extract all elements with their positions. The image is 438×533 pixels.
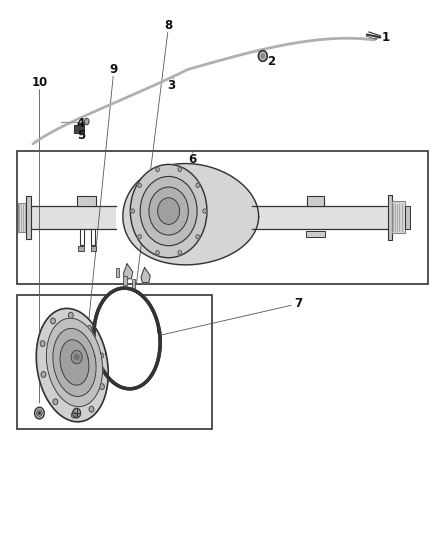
Ellipse shape (196, 183, 199, 188)
Polygon shape (124, 264, 133, 279)
Ellipse shape (156, 167, 159, 172)
Bar (17, 151, 428, 284)
Ellipse shape (68, 312, 73, 318)
Ellipse shape (131, 209, 134, 213)
Ellipse shape (87, 326, 92, 332)
Ellipse shape (178, 167, 181, 172)
Bar (392, 201, 405, 233)
Polygon shape (94, 288, 160, 389)
Ellipse shape (74, 354, 79, 360)
Ellipse shape (149, 187, 188, 235)
Ellipse shape (203, 209, 206, 213)
Ellipse shape (261, 54, 265, 58)
Ellipse shape (196, 235, 199, 239)
Text: 4: 4 (77, 117, 85, 130)
Polygon shape (36, 309, 108, 422)
Bar (31, 206, 116, 229)
Bar (307, 196, 324, 206)
Ellipse shape (89, 406, 94, 412)
Bar (77, 196, 96, 206)
Text: 3: 3 (167, 79, 175, 92)
Ellipse shape (40, 341, 45, 346)
Text: 10: 10 (31, 76, 48, 89)
Ellipse shape (73, 408, 81, 418)
Polygon shape (123, 164, 258, 265)
Text: 6: 6 (189, 154, 197, 166)
Polygon shape (141, 268, 150, 282)
Ellipse shape (178, 251, 181, 255)
Ellipse shape (99, 353, 103, 359)
Ellipse shape (140, 176, 197, 246)
Ellipse shape (41, 372, 46, 377)
Polygon shape (53, 328, 96, 397)
Ellipse shape (85, 118, 89, 125)
Bar (132, 279, 135, 289)
Bar (116, 268, 119, 277)
Bar (405, 206, 410, 229)
Ellipse shape (158, 198, 180, 224)
Ellipse shape (39, 412, 40, 414)
Text: 7: 7 (294, 297, 302, 310)
Bar (388, 195, 392, 240)
Bar (17, 295, 212, 429)
Ellipse shape (138, 183, 141, 188)
Ellipse shape (156, 251, 159, 255)
Ellipse shape (35, 407, 44, 419)
Ellipse shape (71, 412, 76, 418)
Text: 5: 5 (77, 130, 85, 142)
Bar (78, 246, 84, 251)
Ellipse shape (53, 399, 58, 405)
Ellipse shape (131, 164, 207, 257)
Ellipse shape (258, 51, 267, 61)
Bar (91, 246, 96, 251)
Ellipse shape (138, 235, 141, 239)
Bar (306, 231, 325, 237)
Bar (18, 203, 26, 232)
Ellipse shape (51, 318, 56, 324)
Text: 1: 1 (381, 31, 389, 44)
Bar (123, 276, 127, 285)
Text: 2: 2 (268, 55, 276, 68)
Ellipse shape (71, 351, 82, 364)
Text: 9: 9 (110, 63, 118, 76)
Polygon shape (60, 340, 89, 385)
Text: 8: 8 (165, 19, 173, 32)
Bar (252, 206, 388, 229)
Ellipse shape (99, 384, 104, 390)
Bar (26, 196, 31, 239)
Bar (74, 125, 84, 133)
Polygon shape (46, 318, 102, 407)
